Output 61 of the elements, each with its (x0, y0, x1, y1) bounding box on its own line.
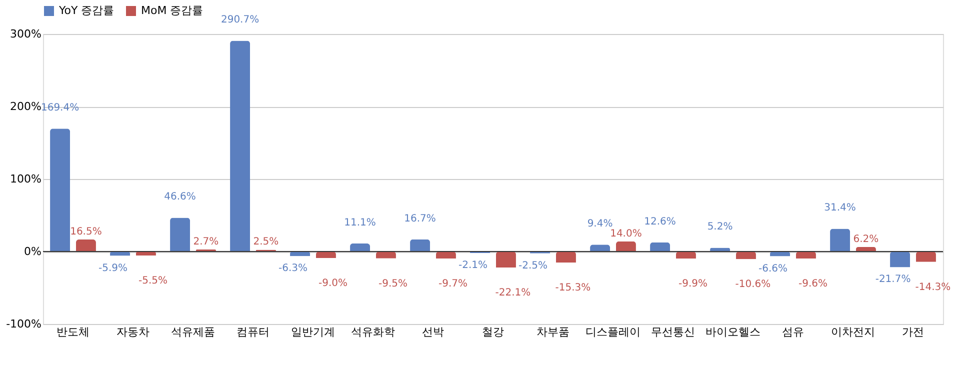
data-label: -2.5% (518, 260, 548, 272)
y-tick-label: 300% (10, 28, 42, 40)
data-label: -14.3% (915, 282, 951, 293)
data-label: -9.0% (318, 278, 348, 290)
data-label: 9.4% (587, 218, 613, 230)
data-label: -9.5% (378, 278, 408, 290)
data-label: -2.1% (458, 260, 488, 272)
x-tick-label: 섬유 (782, 326, 804, 338)
data-label: -9.9% (678, 278, 708, 290)
data-label: -21.7% (875, 274, 911, 286)
x-tick-label: 선박 (422, 326, 444, 338)
data-label: 14.0% (610, 228, 642, 240)
data-label: -22.1% (495, 288, 531, 299)
x-tick-label: 컴퓨터 (236, 326, 270, 338)
bar (50, 128, 70, 252)
data-label: 6.2% (853, 234, 879, 246)
y-tick-label: 100% (10, 172, 42, 186)
data-label: 5.2% (707, 222, 733, 233)
bar (556, 252, 576, 263)
data-label: 46.6% (164, 192, 196, 203)
data-label: -5.5% (138, 275, 168, 286)
x-tick-label: 무선통신 (651, 326, 695, 338)
y-tick-label: -100% (6, 318, 42, 330)
bar (496, 252, 516, 268)
x-tick-label: 이차전지 (831, 326, 875, 338)
bar (890, 252, 910, 268)
x-tick-label: 일반기계 (291, 326, 335, 338)
data-label: 2.5% (253, 236, 279, 248)
x-tick-label: 자동차 (116, 326, 150, 338)
data-label: -5.9% (98, 262, 128, 274)
x-tick-label: 가전 (902, 326, 924, 338)
data-label: 290.7% (220, 14, 260, 26)
legend-label: YoY 증감률 (58, 4, 114, 17)
bar (170, 218, 190, 252)
x-tick-label: 석유제품 (171, 326, 215, 338)
bar (410, 239, 430, 252)
bar (76, 240, 96, 252)
y-tick-label: 200% (10, 100, 42, 113)
x-tick-label: 바이오헬스 (706, 326, 760, 338)
x-tick-label: 디스플레이 (586, 326, 640, 338)
data-label: 11.1% (344, 217, 376, 228)
data-label: 16.7% (404, 213, 436, 224)
data-label: -6.6% (758, 263, 788, 274)
legend-label: MoM 증감률 (141, 4, 204, 17)
x-tick-label: 철강 (482, 326, 504, 338)
bar (230, 40, 250, 252)
y-tick-label: 0% (24, 245, 42, 258)
data-label: 2.7% (193, 236, 219, 248)
data-label: 12.6% (644, 216, 676, 228)
data-label: -6.3% (278, 263, 308, 274)
x-tick-label: 반도체 (56, 326, 90, 338)
data-label: -15.3% (555, 282, 591, 294)
x-tick-label: 차부품 (536, 326, 570, 338)
data-label: 16.5% (70, 226, 102, 238)
data-label: -9.6% (798, 278, 828, 290)
bar (830, 228, 850, 252)
data-label: 169.4% (40, 102, 80, 114)
data-label: -9.7% (438, 278, 468, 290)
data-label: -10.6% (735, 279, 771, 290)
data-label: 31.4% (824, 202, 856, 214)
x-tick-label: 석유화학 (351, 326, 395, 338)
